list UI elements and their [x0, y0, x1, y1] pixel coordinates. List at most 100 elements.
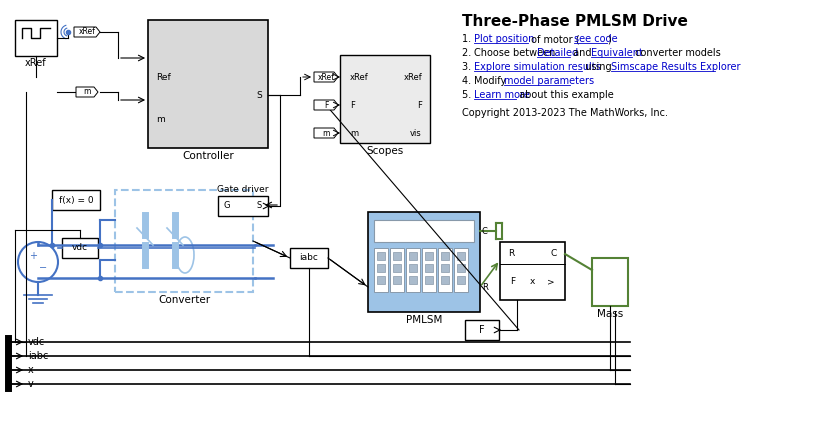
Text: Ref: Ref [156, 74, 170, 83]
Text: Choose between: Choose between [474, 48, 559, 58]
Bar [409, 252, 417, 260]
Text: Three-Phase PMLSM Drive: Three-Phase PMLSM Drive [462, 14, 688, 29]
Text: m: m [350, 129, 358, 138]
Bar [425, 276, 433, 284]
Text: 5.: 5. [462, 90, 474, 100]
Bar [368, 212, 480, 312]
Bar [393, 252, 401, 260]
Text: Gate driver: Gate driver [217, 185, 269, 195]
Bar [441, 264, 449, 272]
Text: F: F [324, 101, 328, 109]
Polygon shape [314, 72, 338, 82]
Text: vis: vis [410, 129, 422, 138]
Text: converter models: converter models [632, 48, 721, 58]
Text: Converter: Converter [158, 295, 210, 305]
Text: Scopes: Scopes [367, 146, 403, 156]
Bar [500, 242, 565, 300]
Text: Copyright 2013-2023 The MathWorks, Inc.: Copyright 2013-2023 The MathWorks, Inc. [462, 108, 668, 118]
Text: Plot position: Plot position [474, 34, 535, 44]
Text: F: F [418, 101, 422, 109]
Text: Modify: Modify [474, 76, 510, 86]
Text: and: and [570, 48, 595, 58]
Bar [457, 264, 465, 272]
Text: 4.: 4. [462, 76, 474, 86]
Text: R: R [508, 250, 514, 259]
Text: m: m [322, 129, 330, 138]
Polygon shape [76, 87, 98, 97]
Bar [592, 258, 628, 306]
Bar [425, 252, 433, 260]
Bar [15, 20, 57, 56]
Text: x: x [28, 365, 33, 375]
Bar [393, 276, 401, 284]
Text: PMLSM: PMLSM [406, 315, 443, 325]
Bar [218, 196, 268, 216]
Text: m: m [156, 115, 164, 124]
Bar [377, 264, 385, 272]
Text: xRef: xRef [78, 28, 95, 37]
Text: G: G [224, 201, 230, 210]
Polygon shape [314, 100, 338, 110]
Bar [441, 252, 449, 260]
Text: >: > [548, 277, 555, 287]
Text: see code: see code [574, 34, 618, 44]
Bar [115, 190, 253, 292]
Text: Controller: Controller [182, 151, 234, 161]
Text: C: C [482, 227, 488, 236]
Text: xRef: xRef [350, 72, 369, 81]
Bar [393, 264, 401, 272]
Bar [465, 320, 499, 340]
Circle shape [18, 242, 58, 282]
Text: using: using [582, 62, 615, 72]
Text: Learn more: Learn more [474, 90, 530, 100]
Bar [422, 248, 436, 292]
Bar [454, 248, 468, 292]
Text: Mass: Mass [597, 309, 623, 319]
Text: Equivalent: Equivalent [590, 48, 642, 58]
Bar [409, 264, 417, 272]
Bar [390, 248, 404, 292]
Bar [62, 238, 98, 258]
Text: 3.: 3. [462, 62, 474, 72]
Text: F: F [510, 277, 515, 287]
Text: +: + [29, 251, 37, 261]
Bar [441, 276, 449, 284]
Bar [377, 252, 385, 260]
Text: model parameters: model parameters [504, 76, 594, 86]
Text: f(x) = 0: f(x) = 0 [58, 196, 94, 204]
Text: iabc: iabc [28, 351, 48, 361]
Text: 2.: 2. [462, 48, 474, 58]
Text: of motor (: of motor ( [529, 34, 580, 44]
Text: F: F [479, 325, 485, 335]
Text: xRef: xRef [25, 58, 47, 68]
Bar [409, 276, 417, 284]
Text: m: m [84, 87, 91, 97]
Bar [52, 190, 100, 210]
Text: 1.: 1. [462, 34, 474, 44]
Bar [377, 276, 385, 284]
Text: −: − [39, 263, 47, 273]
Polygon shape [314, 128, 338, 138]
Bar [374, 220, 474, 242]
Text: x: x [529, 277, 534, 287]
Bar [374, 248, 388, 292]
Text: xRef: xRef [403, 72, 422, 81]
Text: R: R [482, 282, 488, 291]
Text: ): ) [607, 34, 611, 44]
Text: S: S [256, 90, 262, 100]
Bar [148, 20, 268, 148]
Polygon shape [74, 27, 100, 37]
Bar [406, 248, 420, 292]
Text: Detailed: Detailed [537, 48, 578, 58]
Text: xRef: xRef [317, 72, 335, 81]
Bar [457, 276, 465, 284]
Text: vdc: vdc [72, 244, 88, 253]
Text: S: S [256, 201, 262, 210]
Text: about this example: about this example [516, 90, 614, 100]
Bar [290, 248, 328, 268]
Text: C: C [551, 250, 557, 259]
Text: iabc: iabc [300, 253, 318, 262]
Text: F: F [350, 101, 355, 109]
Ellipse shape [176, 237, 194, 273]
Text: vdc: vdc [28, 337, 45, 347]
